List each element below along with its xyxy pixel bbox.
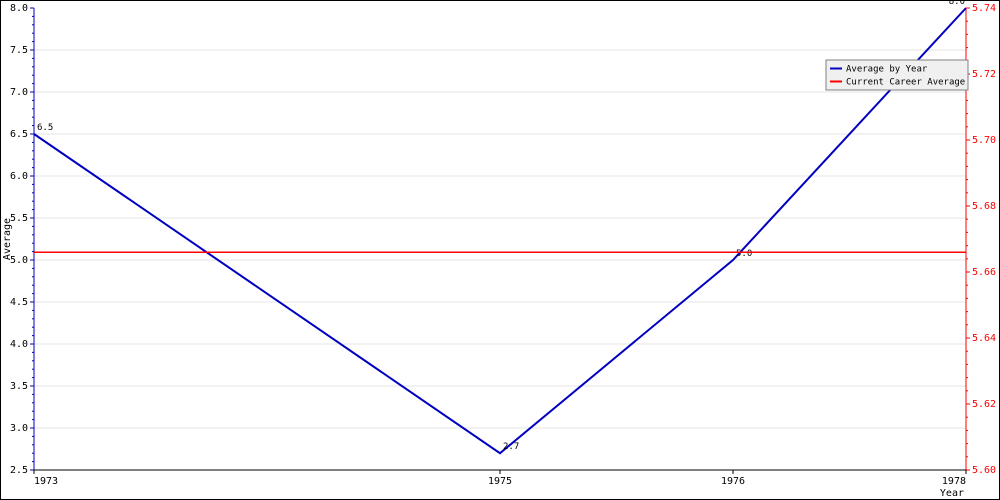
legend-label: Average by Year <box>846 65 928 75</box>
svg-text:1975: 1975 <box>488 476 512 487</box>
svg-text:Average: Average <box>2 218 13 260</box>
svg-text:8.0: 8.0 <box>10 3 28 14</box>
svg-text:7.0: 7.0 <box>10 87 28 98</box>
svg-text:5.62: 5.62 <box>972 399 996 410</box>
svg-text:1973: 1973 <box>34 476 58 487</box>
svg-text:5.68: 5.68 <box>972 201 996 212</box>
point-label: 8.0 <box>949 0 965 7</box>
svg-text:2.5: 2.5 <box>10 465 28 476</box>
point-label: 2.7 <box>503 442 519 452</box>
svg-text:5.72: 5.72 <box>972 69 996 80</box>
svg-text:7.5: 7.5 <box>10 45 28 56</box>
svg-text:3.5: 3.5 <box>10 381 28 392</box>
legend-label: Current Career Average <box>846 78 965 88</box>
svg-text:5.70: 5.70 <box>972 135 996 146</box>
point-label: 6.5 <box>37 123 53 133</box>
svg-text:5.60: 5.60 <box>972 465 996 476</box>
svg-text:5.64: 5.64 <box>972 333 996 344</box>
svg-text:5.66: 5.66 <box>972 267 996 278</box>
svg-text:4.0: 4.0 <box>10 339 28 350</box>
line-chart: 2.53.03.54.04.55.05.56.06.57.07.58.0Aver… <box>0 0 1000 500</box>
svg-text:Year: Year <box>940 488 964 499</box>
svg-text:4.5: 4.5 <box>10 297 28 308</box>
chart-container: 2.53.03.54.04.55.05.56.06.57.07.58.0Aver… <box>0 0 1000 500</box>
svg-text:1978: 1978 <box>942 476 966 487</box>
svg-text:3.0: 3.0 <box>10 423 28 434</box>
svg-text:6.0: 6.0 <box>10 171 28 182</box>
svg-text:6.5: 6.5 <box>10 129 28 140</box>
svg-text:1976: 1976 <box>721 476 745 487</box>
svg-text:5.74: 5.74 <box>972 3 996 14</box>
point-label: 5.0 <box>736 249 752 259</box>
